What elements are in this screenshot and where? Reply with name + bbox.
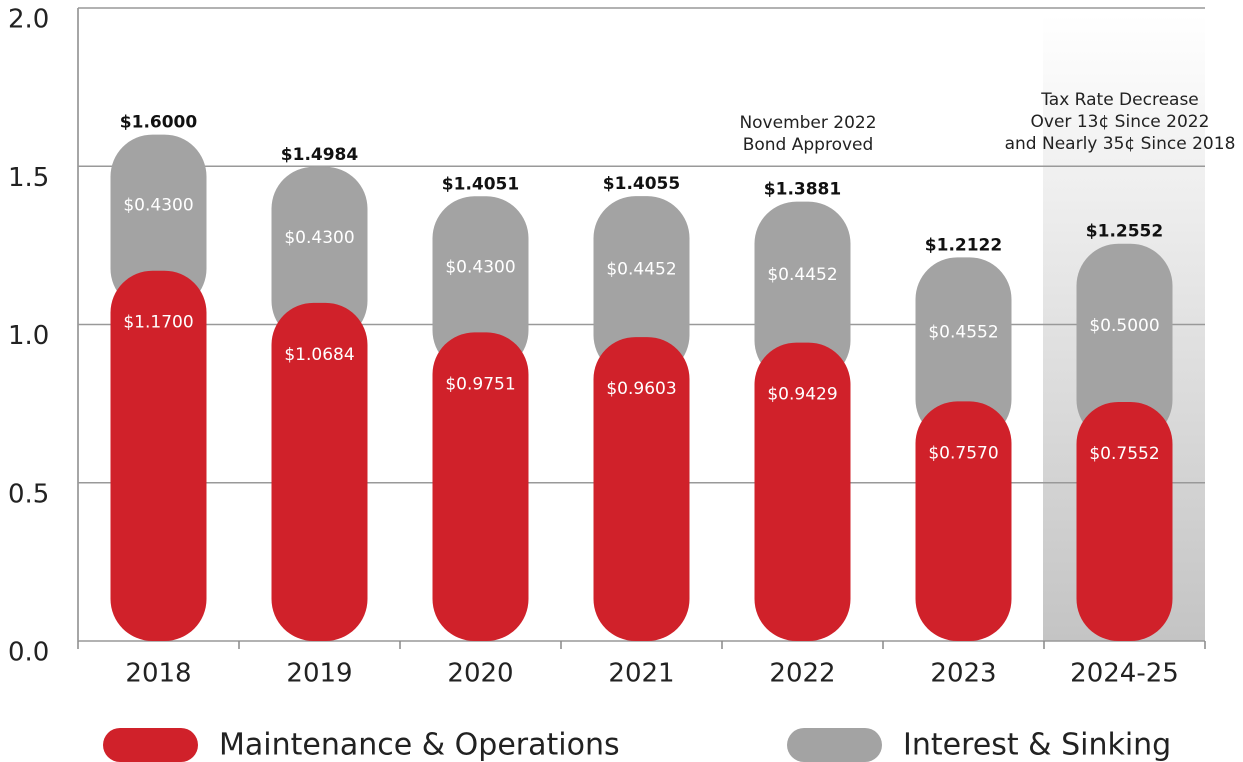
x-tick-label: 2021 — [608, 659, 674, 689]
y-tick-label: 0.5 — [8, 479, 49, 509]
bar-segment — [271, 166, 368, 343]
segment-label: $0.7570 — [928, 443, 998, 463]
segment-label: $1.0684 — [284, 345, 354, 365]
y-tick-label: 2.0 — [8, 5, 49, 35]
segment-label: $0.9429 — [767, 385, 837, 405]
segment-label: $0.4300 — [445, 257, 515, 277]
bar-segment — [593, 337, 690, 641]
bar-segment — [271, 302, 368, 641]
y-tick-label: 0.0 — [8, 638, 49, 668]
segment-label: $1.1700 — [123, 313, 193, 333]
total-label: $1.6000 — [120, 113, 198, 133]
total-label: $1.4984 — [281, 145, 359, 165]
segment-label: $0.4452 — [767, 265, 837, 285]
segment-label: $0.4452 — [606, 260, 676, 280]
x-tick-label: 2019 — [286, 659, 352, 689]
bar-segment — [110, 270, 207, 641]
x-tick-label: 2020 — [447, 659, 513, 689]
legend-label: Interest & Sinking — [903, 728, 1171, 762]
bar-segment — [754, 342, 851, 641]
total-label: $1.2122 — [925, 235, 1002, 255]
segment-label: $0.9751 — [445, 374, 515, 394]
y-tick-label: 1.5 — [8, 163, 49, 193]
annotation: Over 13¢ Since 2022 — [1031, 112, 1210, 132]
legend-swatch — [103, 728, 198, 762]
x-tick-label: 2024-25 — [1070, 659, 1179, 689]
segment-label: $0.9603 — [606, 379, 676, 399]
annotation: November 2022 — [739, 113, 876, 133]
bar-segment — [432, 196, 529, 373]
x-tick-label: 2023 — [930, 659, 996, 689]
annotation: Bond Approved — [743, 135, 874, 155]
total-label: $1.3881 — [764, 180, 841, 200]
bar-segment — [1076, 401, 1173, 641]
bar-segment — [915, 401, 1012, 641]
segment-label: $0.7552 — [1089, 444, 1159, 464]
x-tick-label: 2022 — [769, 659, 835, 689]
bar-segment — [1076, 243, 1173, 442]
y-tick-label: 1.0 — [8, 321, 49, 351]
total-label: $1.4055 — [603, 174, 680, 194]
segment-label: $0.4300 — [284, 228, 354, 248]
x-tick-label: 2018 — [125, 659, 191, 689]
segment-label: $0.4552 — [928, 322, 998, 342]
bar-segment — [432, 332, 529, 641]
segment-label: $0.4300 — [123, 196, 193, 216]
total-label: $1.2552 — [1086, 222, 1163, 242]
legend-label: Maintenance & Operations — [219, 728, 620, 762]
bar-segment — [754, 201, 851, 383]
annotation: Tax Rate Decrease — [1040, 90, 1199, 110]
legend-swatch — [787, 728, 882, 762]
segment-label: $0.5000 — [1089, 316, 1159, 336]
total-label: $1.4051 — [442, 174, 519, 194]
bar-segment — [915, 257, 1012, 442]
bar-segment — [110, 134, 207, 311]
annotation: and Nearly 35¢ Since 2018 — [1005, 134, 1236, 154]
bar-segment — [593, 196, 690, 378]
